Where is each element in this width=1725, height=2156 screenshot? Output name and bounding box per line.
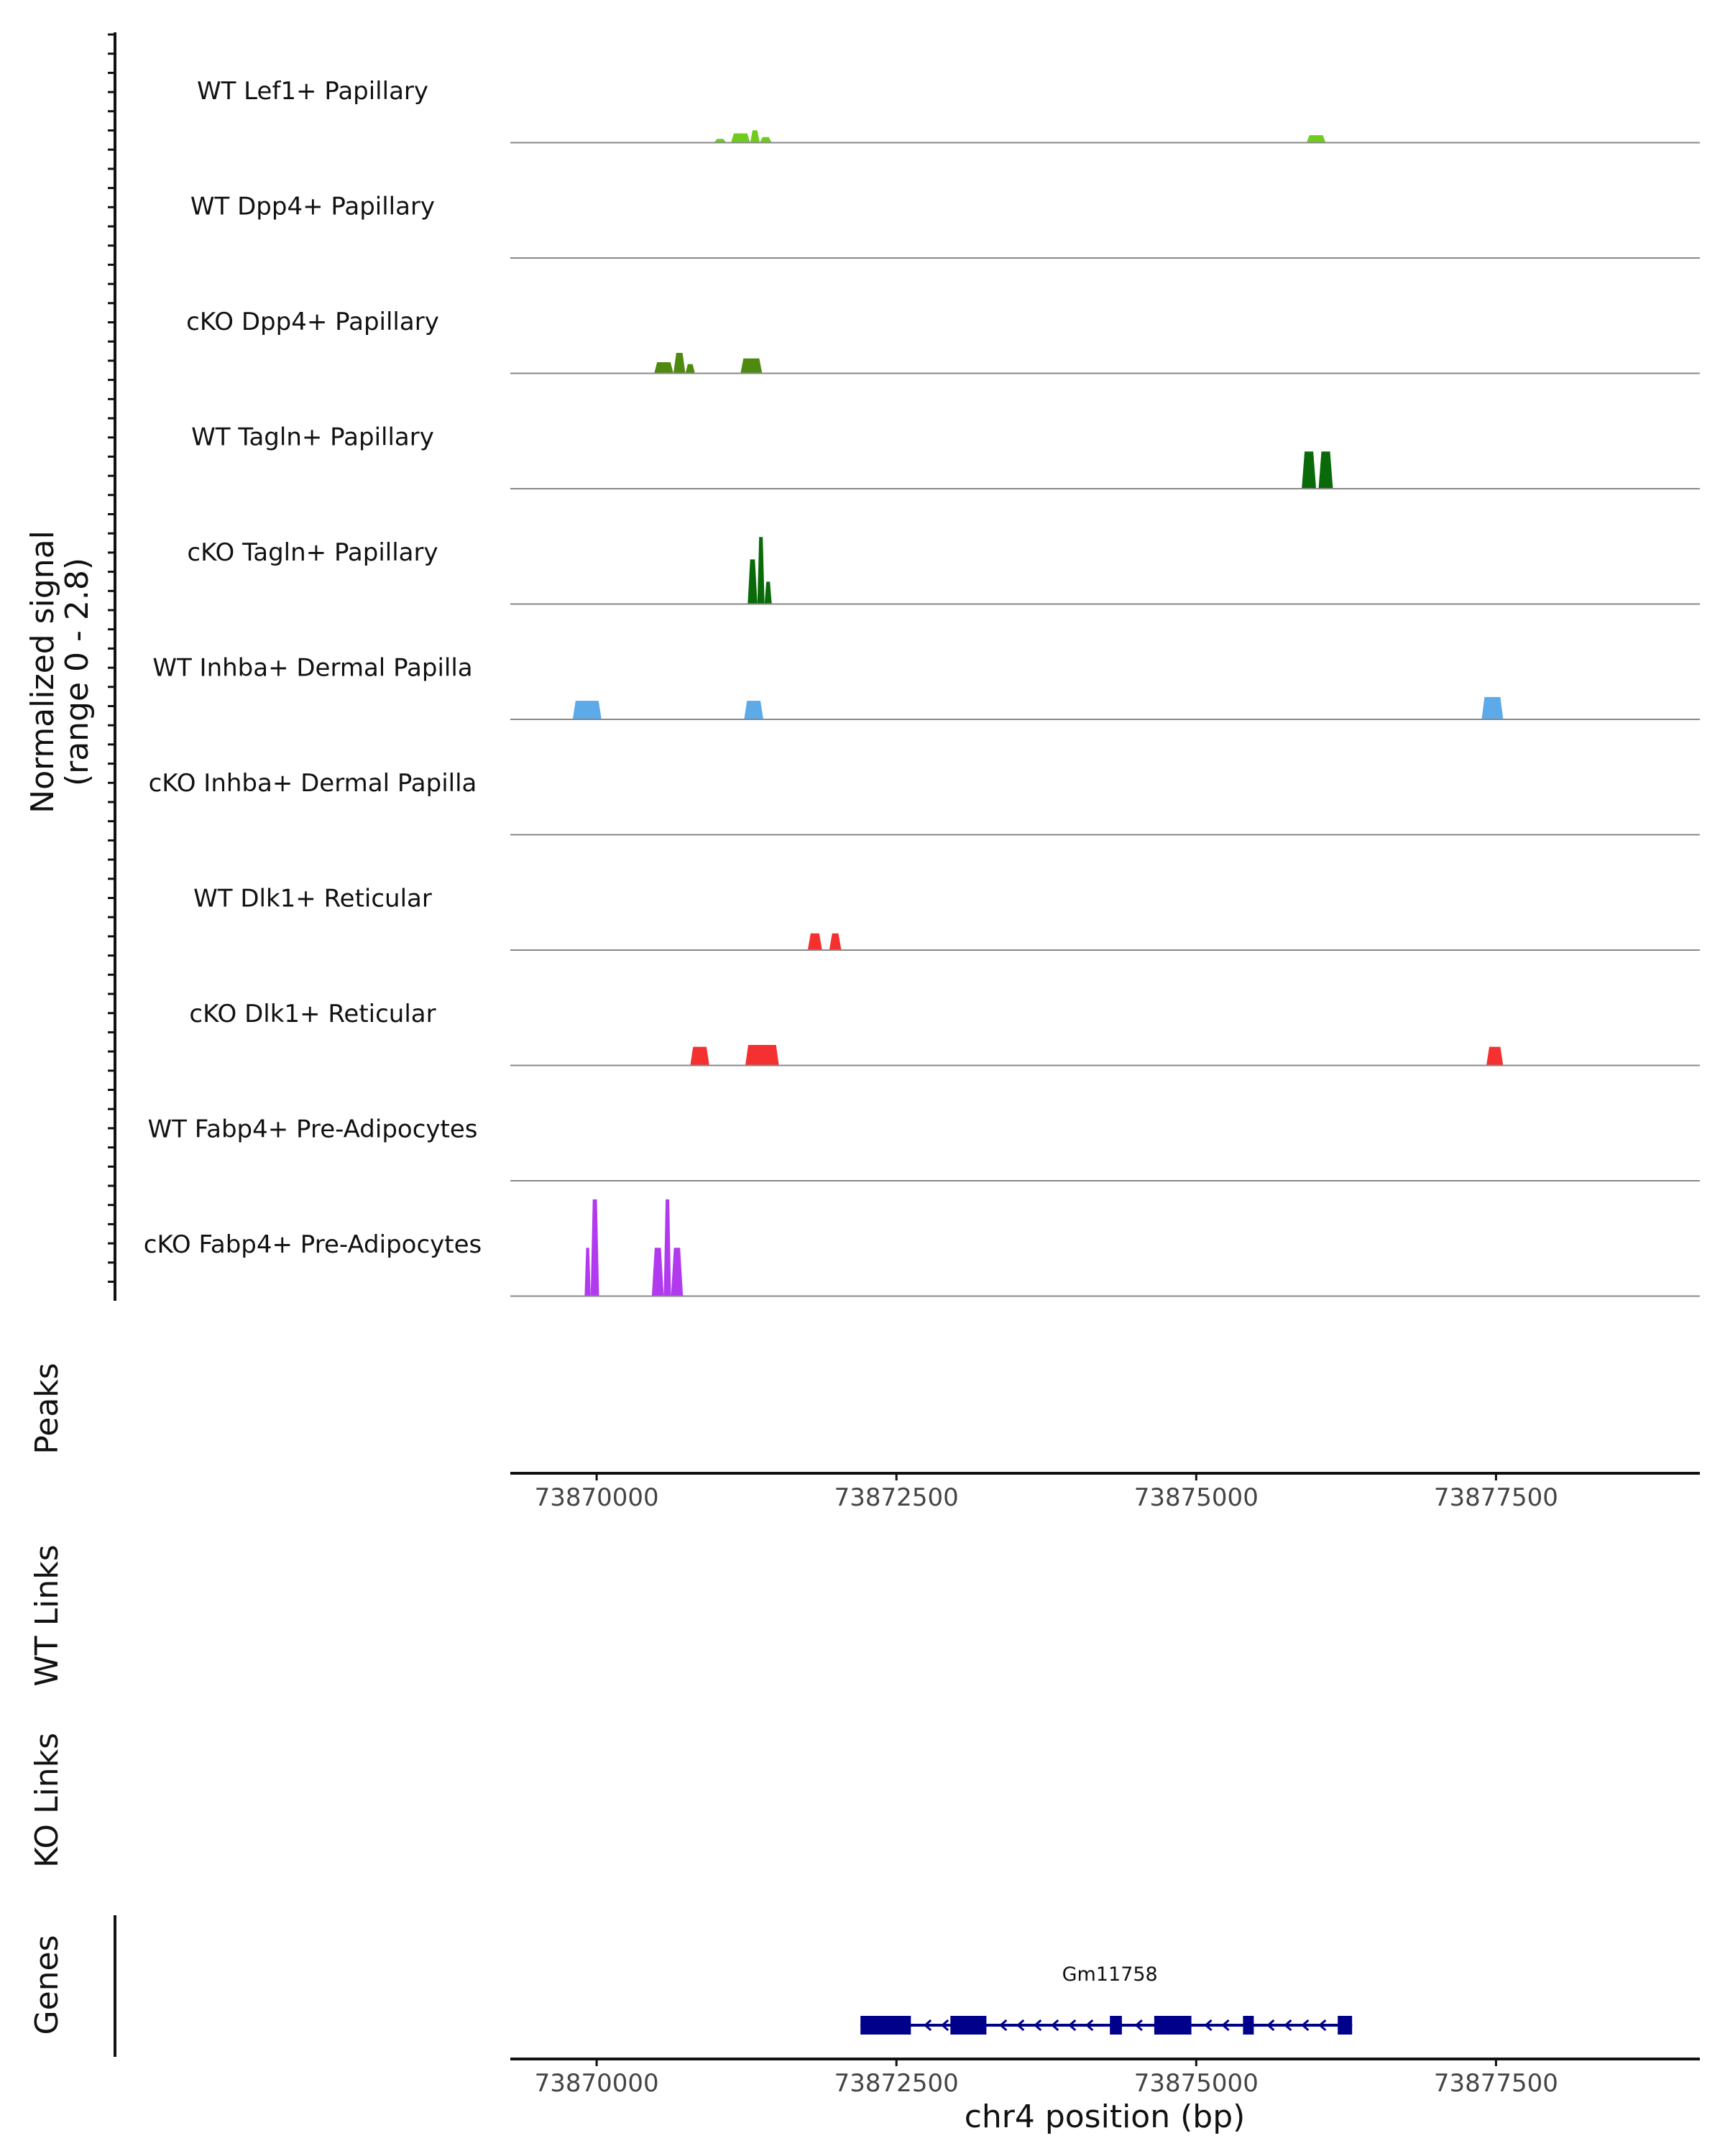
wt-links-track-label: WT Links — [29, 1544, 65, 1686]
x-axis-tick-label: 73877500 — [1434, 1483, 1558, 1512]
coverage-peak — [807, 933, 822, 950]
strand-arrow — [1034, 2019, 1042, 2032]
gene-models: Gm11758 — [860, 1963, 1353, 2035]
strand-arrow — [1051, 2019, 1059, 2032]
coverage-peak — [654, 362, 673, 374]
track-label: WT Dpp4+ Papillary — [190, 193, 435, 221]
track-label: cKO Tagln+ Papillary — [187, 538, 438, 567]
coverage-track: WT Fabp4+ Pre-Adipocytes — [148, 1115, 1700, 1181]
track-label: WT Inhba+ Dermal Papilla — [152, 654, 472, 683]
coverage-peak — [685, 364, 695, 374]
strand-arrow — [1284, 2019, 1292, 2032]
coverage-track: cKO Tagln+ Papillary — [187, 537, 1700, 605]
coverage-peak — [740, 358, 763, 374]
strand-arrow — [923, 2019, 932, 2032]
x-axis-tick-label: 73872500 — [834, 1483, 959, 1512]
track-label: WT Fabp4+ Pre-Adipocytes — [148, 1115, 478, 1144]
genes-x-axis-ticks: 73870000 73872500 73875000 73877500 — [535, 2059, 1558, 2098]
coverage-track: WT Dlk1+ Reticular — [193, 885, 1700, 951]
gene-exon — [1243, 2016, 1254, 2035]
coverage-ylabel-line2: (range 0 - 2.8) — [59, 558, 96, 786]
strand-arrow — [1318, 2019, 1327, 2032]
coverage-peak — [731, 133, 750, 143]
coverage-peak — [757, 537, 765, 604]
coverage-track: WT Dpp4+ Papillary — [190, 193, 1700, 259]
coverage-track: cKO Dlk1+ Reticular — [189, 1000, 1700, 1067]
gene-name-label: Gm11758 — [1062, 1963, 1158, 1986]
track-label: cKO Dpp4+ Papillary — [186, 308, 439, 336]
gene-exon — [1154, 2016, 1192, 2035]
coverage-track: cKO Inhba+ Dermal Papilla — [149, 769, 1700, 836]
coverage-peak — [745, 1045, 779, 1066]
x-axis-tick-label: 73877500 — [1434, 2069, 1558, 2098]
x-axis-tick-label: 73870000 — [535, 1483, 659, 1512]
strand-arrow — [1301, 2019, 1310, 2032]
coverage-peak — [829, 933, 842, 950]
coverage-peak — [714, 139, 727, 143]
strand-arrow — [940, 2019, 949, 2032]
strand-arrow — [999, 2019, 1008, 2032]
track-label: cKO Dlk1+ Reticular — [189, 1000, 436, 1028]
x-axis-tick-label: 73875000 — [1134, 1483, 1259, 1512]
gene-model: Gm11758 — [860, 1963, 1353, 2035]
gene-exon — [950, 2016, 987, 2035]
coverage-peak — [1486, 1046, 1504, 1066]
genes-track-label: Genes — [29, 1935, 65, 2035]
coverage-peak — [1302, 451, 1317, 489]
coverage-track: WT Inhba+ Dermal Papilla — [152, 654, 1700, 720]
coverage-track: cKO Fabp4+ Pre-Adipocytes — [144, 1199, 1700, 1297]
coverage-peak — [590, 1199, 599, 1296]
x-axis-tick-label: 73872500 — [834, 2069, 959, 2098]
peaks-track-label: Peaks — [29, 1363, 65, 1454]
coverage-y-axis-title: Normalized signal (range 0 - 2.8) — [24, 530, 96, 814]
track-label: WT Dlk1+ Reticular — [193, 885, 432, 913]
coverage-track: cKO Dpp4+ Papillary — [186, 308, 1700, 374]
coverage-peak — [748, 559, 758, 604]
coverage-tracks: WT Lef1+ Papillary WT Dpp4+ Papillary cKO … — [144, 77, 1700, 1297]
coverage-peak — [673, 353, 686, 374]
strand-arrow — [1068, 2019, 1077, 2032]
strand-arrow — [1204, 2019, 1213, 2032]
coverage-peak — [663, 1199, 671, 1296]
strand-arrow — [1085, 2019, 1094, 2032]
x-axis-tick-label: 73875000 — [1134, 2069, 1259, 2098]
gene-exon — [1110, 2016, 1122, 2035]
coverage-peak — [764, 581, 772, 604]
coverage-peak — [651, 1248, 664, 1296]
track-label: WT Tagln+ Papillary — [191, 423, 434, 452]
coverage-track: WT Lef1+ Papillary — [197, 77, 1700, 144]
coverage-track: WT Tagln+ Papillary — [191, 423, 1700, 489]
peaks-x-axis-ticks: 73870000 73872500 73875000 73877500 — [535, 1473, 1558, 1512]
ko-links-track-label: KO Links — [29, 1733, 65, 1868]
track-label: cKO Inhba+ Dermal Papilla — [149, 769, 477, 798]
strand-arrow — [1221, 2019, 1230, 2032]
coverage-peak — [1306, 135, 1326, 143]
coverage-y-axis-ticks — [108, 33, 115, 1283]
coverage-peak — [760, 137, 772, 143]
strand-arrow — [1134, 2019, 1143, 2032]
x-axis-title: chr4 position (bp) — [965, 2099, 1246, 2135]
x-axis-tick-label: 73870000 — [535, 2069, 659, 2098]
strand-arrow — [1016, 2019, 1025, 2032]
coverage-peak — [671, 1248, 684, 1296]
gene-exon — [860, 2016, 911, 2035]
track-label: WT Lef1+ Papillary — [197, 77, 428, 106]
gene-exon — [1338, 2016, 1353, 2035]
coverage-peak — [690, 1046, 709, 1066]
coverage-peak — [1481, 696, 1504, 719]
coverage-peak — [750, 130, 760, 143]
strand-arrow — [1266, 2019, 1275, 2032]
coverage-peak — [1318, 451, 1333, 489]
track-label: cKO Fabp4+ Pre-Adipocytes — [144, 1230, 482, 1259]
coverage-peak — [744, 701, 763, 719]
coverage-peak — [584, 1248, 591, 1296]
coverage-peak — [572, 701, 602, 719]
coverage-ylabel-line1: Normalized signal — [24, 530, 61, 814]
